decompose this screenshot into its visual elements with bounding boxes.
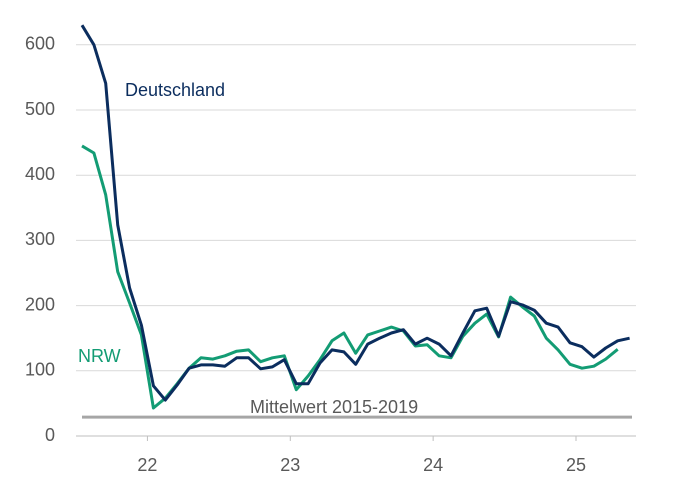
- x-tick-label: 22: [137, 455, 157, 475]
- series-line: [81, 144, 619, 410]
- x-tick-label: 25: [566, 455, 586, 475]
- reference-label: Mittelwert 2015-2019: [250, 397, 418, 417]
- y-tick-label: 100: [25, 360, 55, 380]
- x-tick-label: 24: [423, 455, 443, 475]
- series-label: NRW: [78, 346, 121, 366]
- y-tick-label: 0: [45, 425, 55, 445]
- y-tick-label: 600: [25, 34, 55, 54]
- y-tick-label: 200: [25, 294, 55, 314]
- x-tick-label: 23: [280, 455, 300, 475]
- y-tick-label: 500: [25, 99, 55, 119]
- series-line: [80, 24, 630, 402]
- y-tick-label: 300: [25, 229, 55, 249]
- series-label: Deutschland: [125, 80, 225, 100]
- y-tick-label: 400: [25, 164, 55, 184]
